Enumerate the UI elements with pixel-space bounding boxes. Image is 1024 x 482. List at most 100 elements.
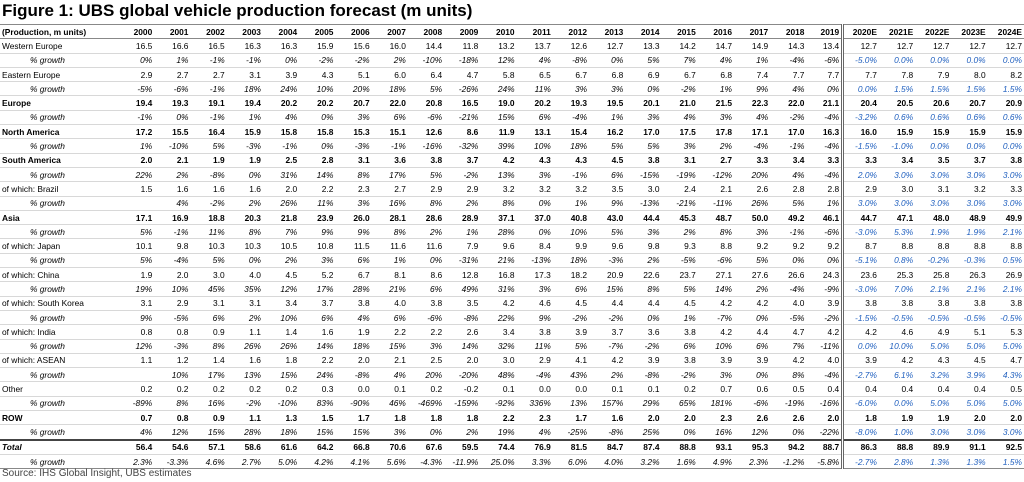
value-cell: 17.5 [661,124,698,140]
value-cell: 9% [733,81,771,97]
value-cell: -26% [444,81,481,97]
value-cell: 1.6 [226,181,263,197]
value-cell: 4.6% [190,454,227,470]
value-cell: 0% [226,253,263,269]
value-cell: 2.2 [480,410,517,426]
value-cell: 15.9 [915,124,952,140]
value-cell: 24.3 [806,267,843,283]
value-cell: -1% [371,138,408,154]
value-cell: 3.1 [661,153,698,168]
value-cell: 1% [154,53,191,68]
value-cell: 4.7 [987,353,1024,369]
value-cell: -2% [190,196,227,211]
value-cell: 3.7 [589,324,626,340]
value-cell: 2% [625,253,662,269]
value-cell: 4.5 [661,296,698,311]
table-row: % growth 5% -4% 5% 0% 2% 3% 6% 1% 0% -31% 21% -13% 18… [0,253,1024,269]
value-cell: -4% [806,110,843,126]
value-cell: 10.5 [262,238,300,254]
row-label: % growth [0,167,118,183]
value-cell: -2.7% [841,454,879,470]
value-cell: 49.9 [987,210,1024,226]
value-cell: 3.8 [987,153,1024,168]
value-cell: 5.1 [335,67,372,83]
value-cell: 10% [154,367,191,383]
value-cell: 16.8 [480,267,517,283]
value-cell: 0.6% [878,110,916,126]
value-cell: 4.5 [262,267,300,283]
value-cell: 6.8 [589,67,626,83]
title: Figure 1: UBS global vehicle production … [2,1,473,20]
value-cell: 3.3% [516,454,553,470]
value-cell: 11.5 [335,238,372,254]
value-cell: 26.9 [987,267,1024,283]
value-cell: 2.0% [841,167,879,183]
value-cell: 16.0 [841,124,879,140]
value-cell: 3.0 [625,181,662,197]
table-row: of which: South Korea 3.1 2.9 3.1 3.1 3.4 3.7 3… [0,296,1024,311]
value-cell: 11.6 [371,238,408,254]
value-cell: 17% [299,281,336,297]
value-cell: 2.0 [806,410,843,426]
value-cell: 1.9% [951,224,988,240]
value-cell: 67.6 [407,438,445,455]
value-cell: 1.3 [262,410,300,426]
value-cell: 84.7 [589,438,626,455]
value-cell: 25.3 [878,267,916,283]
value-cell: -11% [806,339,843,354]
value-cell: 0.0% [915,138,952,154]
value-cell: 4.2 [697,324,734,340]
row-label: Western Europe [0,38,118,54]
value-cell: 5.3 [987,324,1024,340]
value-cell: 12% [733,424,771,441]
value-cell: 3.2 [516,181,553,197]
value-cell: 9% [516,310,553,326]
value-cell: 3% [625,224,662,240]
value-cell: 26% [262,196,300,211]
value-cell: 2.3 [697,410,734,426]
value-cell: 10% [299,81,336,97]
value-cell: 1.9 [226,153,263,168]
value-cell: 13.1 [516,124,553,140]
value-cell: 26.0 [335,210,372,226]
value-cell: 0.0 [552,381,590,397]
value-cell: 2% [226,310,263,326]
value-cell: 4.2 [806,324,843,340]
value-cell: 21% [371,281,408,297]
value-cell: 2.9 [118,67,155,83]
value-cell: 3.2 [480,181,517,197]
row-label: % growth [0,53,118,68]
value-cell: 22% [480,310,517,326]
value-cell: 0% [516,196,553,211]
row-label: South America [0,153,118,168]
value-cell: 0.0 [335,381,372,397]
value-cell: 1.8 [841,410,879,426]
row-label: of which: Japan [0,238,118,254]
header-cell: 2014 [625,23,662,40]
value-cell: 3.5 [444,296,481,311]
value-cell: 1.5% [951,81,988,97]
value-cell: 13% [226,367,263,383]
table-row: % growth 2.3% -3.3% 4.6% 2.7% 5.0% 4.2% 4.1% 5.6… [0,454,1024,470]
value-cell: 6.0% [552,454,590,470]
table-row: Europe 19.4 19.3 19.1 19.4 20.2 20.2 20.7 22.0 20… [0,95,1024,111]
value-cell: 4.3 [516,153,553,168]
value-cell: -2% [770,110,807,126]
value-cell: 25% [625,424,662,441]
header-cell: 2007 [371,23,408,40]
value-cell: 2% [733,281,771,297]
value-cell: 10.0% [878,339,916,354]
value-cell: 6% [371,310,408,326]
value-cell: 3.0% [915,167,952,183]
value-cell: 6% [552,281,590,297]
value-cell: 0% [733,310,771,326]
value-cell: -8% [552,53,590,68]
value-cell: -6.0% [841,396,879,412]
value-cell: 3.8 [516,324,553,340]
value-cell: 5.1 [951,324,988,340]
value-cell: -5% [661,253,698,269]
value-cell: 12% [480,53,517,68]
value-cell: -7% [697,310,734,326]
value-cell: 43% [552,367,590,383]
value-cell: 2% [262,253,300,269]
